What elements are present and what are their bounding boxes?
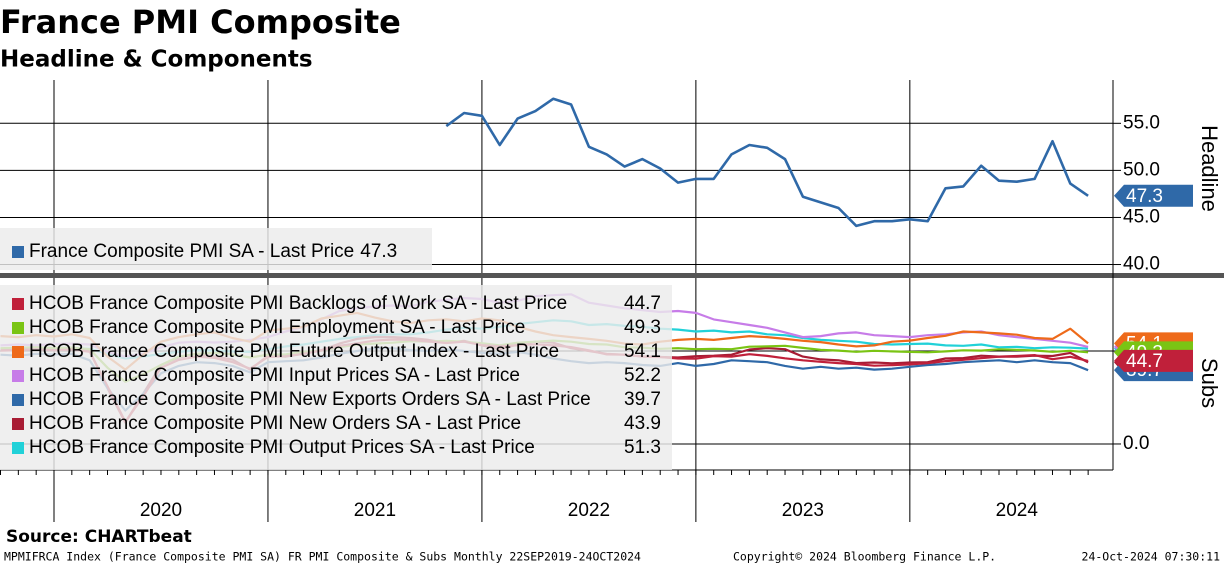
legend-value: 54.1 [624, 341, 661, 362]
x-tick-label: 2024 [996, 500, 1039, 521]
legend-value: 44.7 [624, 293, 661, 314]
legend-swatch [12, 246, 24, 258]
legend-box [0, 228, 432, 270]
value-tag-label: 47.3 [1126, 186, 1163, 207]
value-tag [1114, 184, 1193, 207]
y-axis-title: Subs [1197, 358, 1222, 408]
legend-value: 51.3 [624, 437, 661, 458]
panel-divider [0, 273, 1224, 278]
legend-value: 49.3 [624, 317, 661, 338]
y-tick-label: 0.0 [1123, 433, 1149, 454]
footer-description: MPMIFRCA Index (France Composite PMI SA)… [4, 550, 641, 564]
legend-value: 47.3 [360, 241, 397, 262]
legend-swatch [12, 346, 24, 358]
series-line [445, 97, 1089, 228]
y-tick-label: 45.0 [1123, 206, 1160, 227]
legend-swatch [12, 298, 24, 310]
legend-label: HCOB France Composite PMI Output Prices … [29, 437, 535, 458]
legend-label: HCOB France Composite PMI Employment SA … [29, 317, 525, 338]
legend-swatch [12, 442, 24, 454]
y-axis-title: Headline [1197, 125, 1222, 212]
x-tick-label: 2023 [782, 500, 824, 521]
source: Source: CHARTbeat [6, 527, 192, 547]
y-tick-label: 50.0 [1123, 159, 1160, 180]
legend-label: HCOB France Composite PMI Input Prices S… [29, 365, 520, 386]
legend-box [0, 285, 672, 470]
overlay-layer: 2020 2021 2022 2023 2024 40.0 45.0 50.0 55.0 Head… [0, 80, 1224, 521]
legend-swatch [12, 394, 24, 406]
legend-label: HCOB France Composite PMI Future Output … [29, 341, 559, 362]
x-tick-label: 2021 [354, 500, 396, 521]
value-tag-label: 44.7 [1126, 351, 1163, 372]
value-tag [1114, 349, 1193, 372]
legend-value: 52.2 [624, 365, 661, 386]
x-tick-label: 2020 [140, 500, 182, 521]
legend-swatch [12, 418, 24, 430]
legend-value: 39.7 [624, 389, 661, 410]
timestamp: 24-Oct-2024 07:30:11 [1082, 550, 1221, 564]
legend-swatch [12, 370, 24, 382]
legend-value: 43.9 [624, 413, 661, 434]
legend-label: HCOB France Composite PMI Backlogs of Wo… [29, 293, 567, 314]
legend-label: France Composite PMI SA - Last Price [29, 241, 354, 262]
legend-swatch [12, 322, 24, 334]
legend-label: HCOB France Composite PMI New Exports Or… [29, 389, 591, 410]
copyright: Copyright© 2024 Bloomberg Finance L.P. [733, 550, 996, 564]
legend-label: HCOB France Composite PMI New Orders SA … [29, 413, 521, 434]
chart-title: France PMI Composite [0, 3, 401, 41]
y-tick-label: 40.0 [1123, 254, 1160, 275]
x-tick-label: 2022 [568, 500, 610, 521]
chart-subtitle: Headline & Components [0, 47, 313, 73]
y-tick-label: 55.0 [1123, 112, 1160, 133]
